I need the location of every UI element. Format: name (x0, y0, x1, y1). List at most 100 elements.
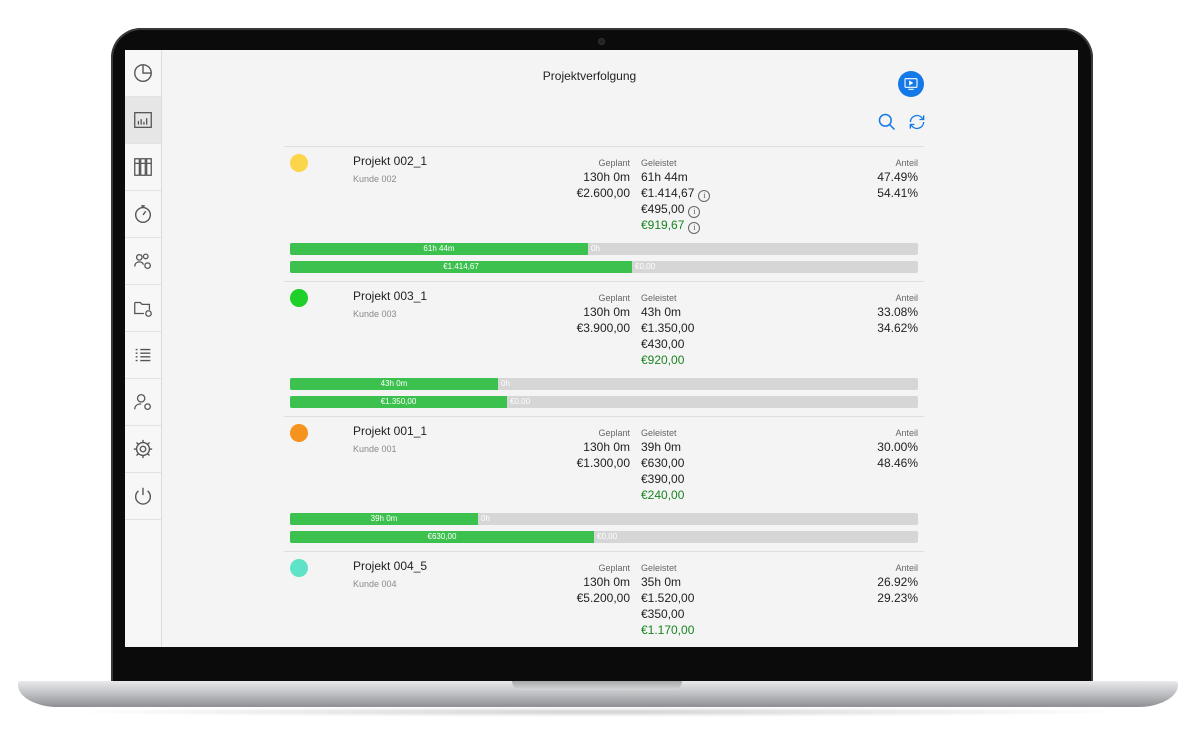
sidebar-item-dashboard[interactable] (125, 50, 161, 97)
cost-progress-bar: €630,00 €0,00 (290, 531, 918, 543)
info-icon[interactable]: i (688, 206, 701, 218)
page-title: Projektverfolgung (542, 69, 637, 83)
share-time: 26.92% (877, 575, 918, 589)
planned-column: Geplant 130h 0m €1.300,00 (577, 427, 630, 471)
time-progress-bar: 43h 0m 0h (290, 378, 918, 390)
sidebar-item-settings[interactable] (125, 426, 161, 473)
done-time: 43h 0m (641, 305, 682, 319)
search-button[interactable] (877, 112, 897, 132)
tv-play-icon (904, 78, 918, 90)
time-progress-fill (290, 378, 498, 390)
done-cost: €430,00 (641, 337, 685, 351)
cost-progress-fill (290, 261, 632, 273)
sidebar (125, 50, 162, 647)
done-header: Geleistet (641, 563, 677, 573)
sidebar-item-statistics[interactable] (125, 97, 161, 144)
time-progress-label: 61h 44m (423, 244, 455, 253)
done-column: Geleistet 39h 0m €630,00 €390,00 €240,00 (641, 427, 684, 503)
project-color-dot (290, 424, 308, 442)
project-row[interactable]: Projekt 003_1 Kunde 003 Geplant 130h 0m €3.9… (284, 281, 924, 416)
client-name: Kunde 002 (353, 174, 397, 184)
client-name: Kunde 004 (353, 579, 397, 589)
share-header: Anteil (895, 428, 918, 438)
done-profit: €1.170,00 (641, 623, 695, 637)
done-profit: €240,00 (641, 488, 685, 502)
refresh-button[interactable] (907, 112, 927, 132)
project-row[interactable]: Projekt 004_5 Kunde 004 Geplant 130h 0m €5.2… (284, 551, 924, 647)
cost-progress-fill (290, 531, 594, 543)
planned-time: 130h 0m (583, 170, 630, 184)
project-row[interactable]: Projekt 001_1 Kunde 001 Geplant 130h 0m €1.3… (284, 416, 924, 551)
done-time: 61h 44m (641, 170, 688, 184)
planned-cost: €5.200,00 (576, 591, 630, 605)
planned-cost: €1.300,00 (576, 456, 630, 470)
share-header: Anteil (895, 158, 918, 168)
planned-header: Geplant (598, 563, 630, 573)
planned-header: Geplant (598, 158, 630, 168)
project-name: Projekt 002_1 (353, 154, 428, 168)
sidebar-item-logout[interactable] (125, 473, 161, 520)
tv-play-button[interactable] (898, 71, 924, 97)
share-time: 47.49% (877, 170, 918, 184)
laptop-shadow (60, 707, 1140, 717)
share-header: Anteil (895, 563, 918, 573)
sidebar-item-timer[interactable] (125, 191, 161, 238)
share-column: Anteil 47.49% 54.41% (877, 157, 918, 201)
info-icon[interactable]: i (688, 222, 701, 234)
search-icon (878, 113, 896, 131)
sidebar-item-teams[interactable] (125, 238, 161, 285)
pie-chart-icon (134, 64, 152, 82)
sidebar-item-users[interactable] (125, 379, 161, 426)
done-cost: €350,00 (641, 607, 685, 621)
cost-progress-label: €1.350,00 (380, 397, 417, 406)
planned-cost: €3.900,00 (576, 321, 630, 335)
done-cost: €495,00 (641, 202, 685, 216)
cost-progress-fill (290, 396, 507, 408)
project-color-dot (290, 559, 308, 577)
share-cost: 29.23% (877, 591, 918, 605)
time-progress-fill (290, 513, 478, 525)
done-revenue: €1.414,67 (641, 186, 695, 200)
group-settings-icon (134, 253, 151, 269)
share-column: Anteil 26.92% 29.23% (877, 562, 918, 606)
done-revenue: €630,00 (641, 456, 685, 470)
planned-time: 130h 0m (583, 575, 630, 589)
time-progress-bar: 61h 44m 0h (290, 243, 918, 255)
cost-remaining-label: €0,00 (635, 262, 656, 271)
cost-remaining-label: €0,00 (510, 397, 531, 406)
planned-column: Geplant 130h 0m €3.900,00 (577, 292, 630, 336)
power-icon (134, 487, 152, 505)
cost-progress-label: €1.414,67 (443, 262, 479, 271)
time-progress-bar: 39h 0m 0h (290, 513, 918, 525)
planned-time: 130h 0m (583, 440, 630, 454)
camera-dot (599, 39, 604, 44)
share-cost: 34.62% (877, 321, 918, 335)
time-progress-fill (290, 243, 588, 255)
project-color-dot (290, 154, 308, 172)
sidebar-item-projects[interactable] (125, 285, 161, 332)
client-name: Kunde 001 (353, 444, 397, 454)
share-time: 30.00% (877, 440, 918, 454)
project-row[interactable]: Projekt 002_1 Kunde 002 Geplant 130h 0m €2.6… (284, 146, 924, 281)
cost-remaining-label: €0,00 (597, 532, 618, 541)
planned-time: 130h 0m (583, 305, 630, 319)
gear-icon (133, 439, 153, 459)
done-profit: €920,00 (641, 353, 685, 367)
sidebar-item-list[interactable] (125, 332, 161, 379)
share-cost: 48.46% (877, 456, 918, 470)
info-icon[interactable]: i (698, 190, 711, 202)
planned-header: Geplant (598, 293, 630, 303)
cost-progress-bar: €1.350,00 €0,00 (290, 396, 918, 408)
time-remaining-label: 0h (591, 244, 600, 253)
done-revenue: €1.520,00 (641, 591, 695, 605)
done-profit: €919,67 (641, 218, 685, 232)
done-cost: €390,00 (641, 472, 685, 486)
done-column: Geleistet 43h 0m €1.350,00 €430,00 €920,00 (641, 292, 694, 368)
done-column: Geleistet 35h 0m €1.520,00 €350,00 €1.170,00 (641, 562, 694, 638)
folder-settings-icon (134, 301, 152, 317)
refresh-icon (909, 114, 925, 130)
stopwatch-icon (134, 205, 152, 223)
sidebar-item-archive[interactable] (125, 144, 161, 191)
time-progress-label: 43h 0m (380, 379, 408, 388)
planned-header: Geplant (598, 428, 630, 438)
